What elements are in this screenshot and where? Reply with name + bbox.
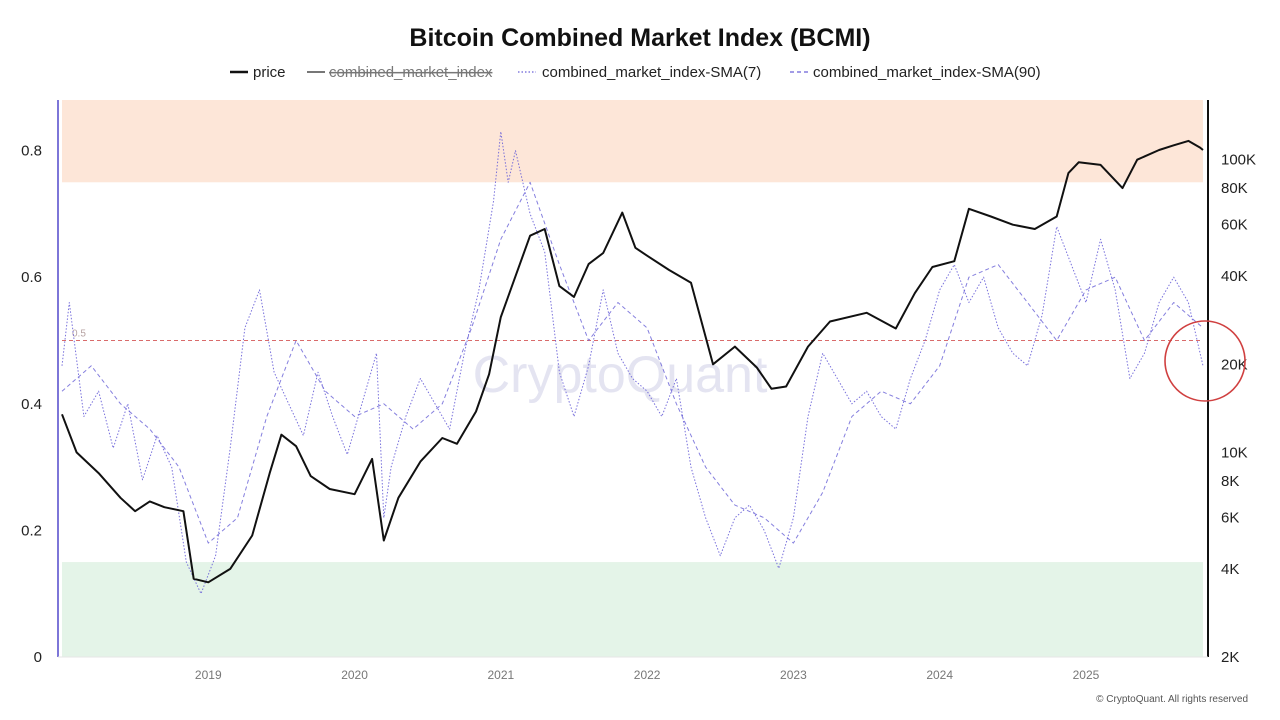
left-tick-label: 0.4 <box>21 396 42 413</box>
legend-item-combined-market-index[interactable]: combined_market_index <box>307 64 493 81</box>
right-axis-ticks: 2K 4K 6K 8K 10K 20K 40K 60K 80K 100K <box>1221 152 1256 666</box>
left-tick-label: 0.8 <box>21 143 42 160</box>
legend-label-sma90: combined_market_index-SMA(90) <box>813 64 1041 81</box>
left-tick-label: 0 <box>34 649 42 666</box>
right-tick-label: 60K <box>1221 217 1248 234</box>
zones-layer <box>62 100 1203 657</box>
left-axis-ticks: 0 0.2 0.4 0.6 0.8 <box>21 143 42 666</box>
legend-item-sma7[interactable]: combined_market_index-SMA(7) <box>518 64 761 81</box>
x-tick-label: 2019 <box>195 668 222 682</box>
watermark: CryptoQuant <box>473 346 768 404</box>
right-tick-label: 6K <box>1221 509 1239 526</box>
x-tick-label: 2022 <box>634 668 661 682</box>
zone-overheated <box>62 100 1203 183</box>
x-tick-label: 2021 <box>487 668 514 682</box>
highlight-circle <box>1164 320 1246 402</box>
right-tick-label: 8K <box>1221 473 1239 490</box>
series-sma7-line <box>61 131 1204 595</box>
series-price-line <box>61 139 1204 584</box>
legend-label-sma7: combined_market_index-SMA(7) <box>542 64 761 81</box>
legend-label-combined-market-index: combined_market_index <box>329 64 493 81</box>
left-tick-label: 0.6 <box>21 269 42 286</box>
x-axis-ticks: 2019 2020 2021 2022 2023 2024 2025 <box>195 668 1100 682</box>
reference-line-label: 0.5 <box>72 329 86 340</box>
right-tick-label: 2K <box>1221 649 1239 666</box>
x-tick-label: 2025 <box>1073 668 1100 682</box>
right-tick-label: 20K <box>1221 356 1248 373</box>
x-tick-label: 2023 <box>780 668 807 682</box>
right-tick-label: 4K <box>1221 561 1239 578</box>
x-tick-label: 2020 <box>341 668 368 682</box>
right-tick-label: 80K <box>1221 180 1248 197</box>
legend-item-sma90[interactable]: combined_market_index-SMA(90) <box>790 64 1041 81</box>
right-tick-label: 100K <box>1221 152 1256 169</box>
left-tick-label: 0.2 <box>21 522 42 539</box>
right-tick-label: 10K <box>1221 444 1248 461</box>
legend: price combined_market_index combined_mar… <box>230 64 1041 81</box>
copyright: © CryptoQuant. All rights reserved <box>1096 694 1248 705</box>
chart-title: Bitcoin Combined Market Index (BCMI) <box>409 24 870 52</box>
x-tick-label: 2024 <box>926 668 953 682</box>
legend-item-price[interactable]: price <box>230 64 286 81</box>
legend-label-price: price <box>253 64 286 81</box>
reference-line-layer: 0.5 <box>62 329 1203 342</box>
zone-undervalued <box>62 562 1203 657</box>
series-sma90-line <box>61 181 1204 544</box>
right-tick-label: 40K <box>1221 268 1248 285</box>
series-layer <box>61 131 1204 595</box>
